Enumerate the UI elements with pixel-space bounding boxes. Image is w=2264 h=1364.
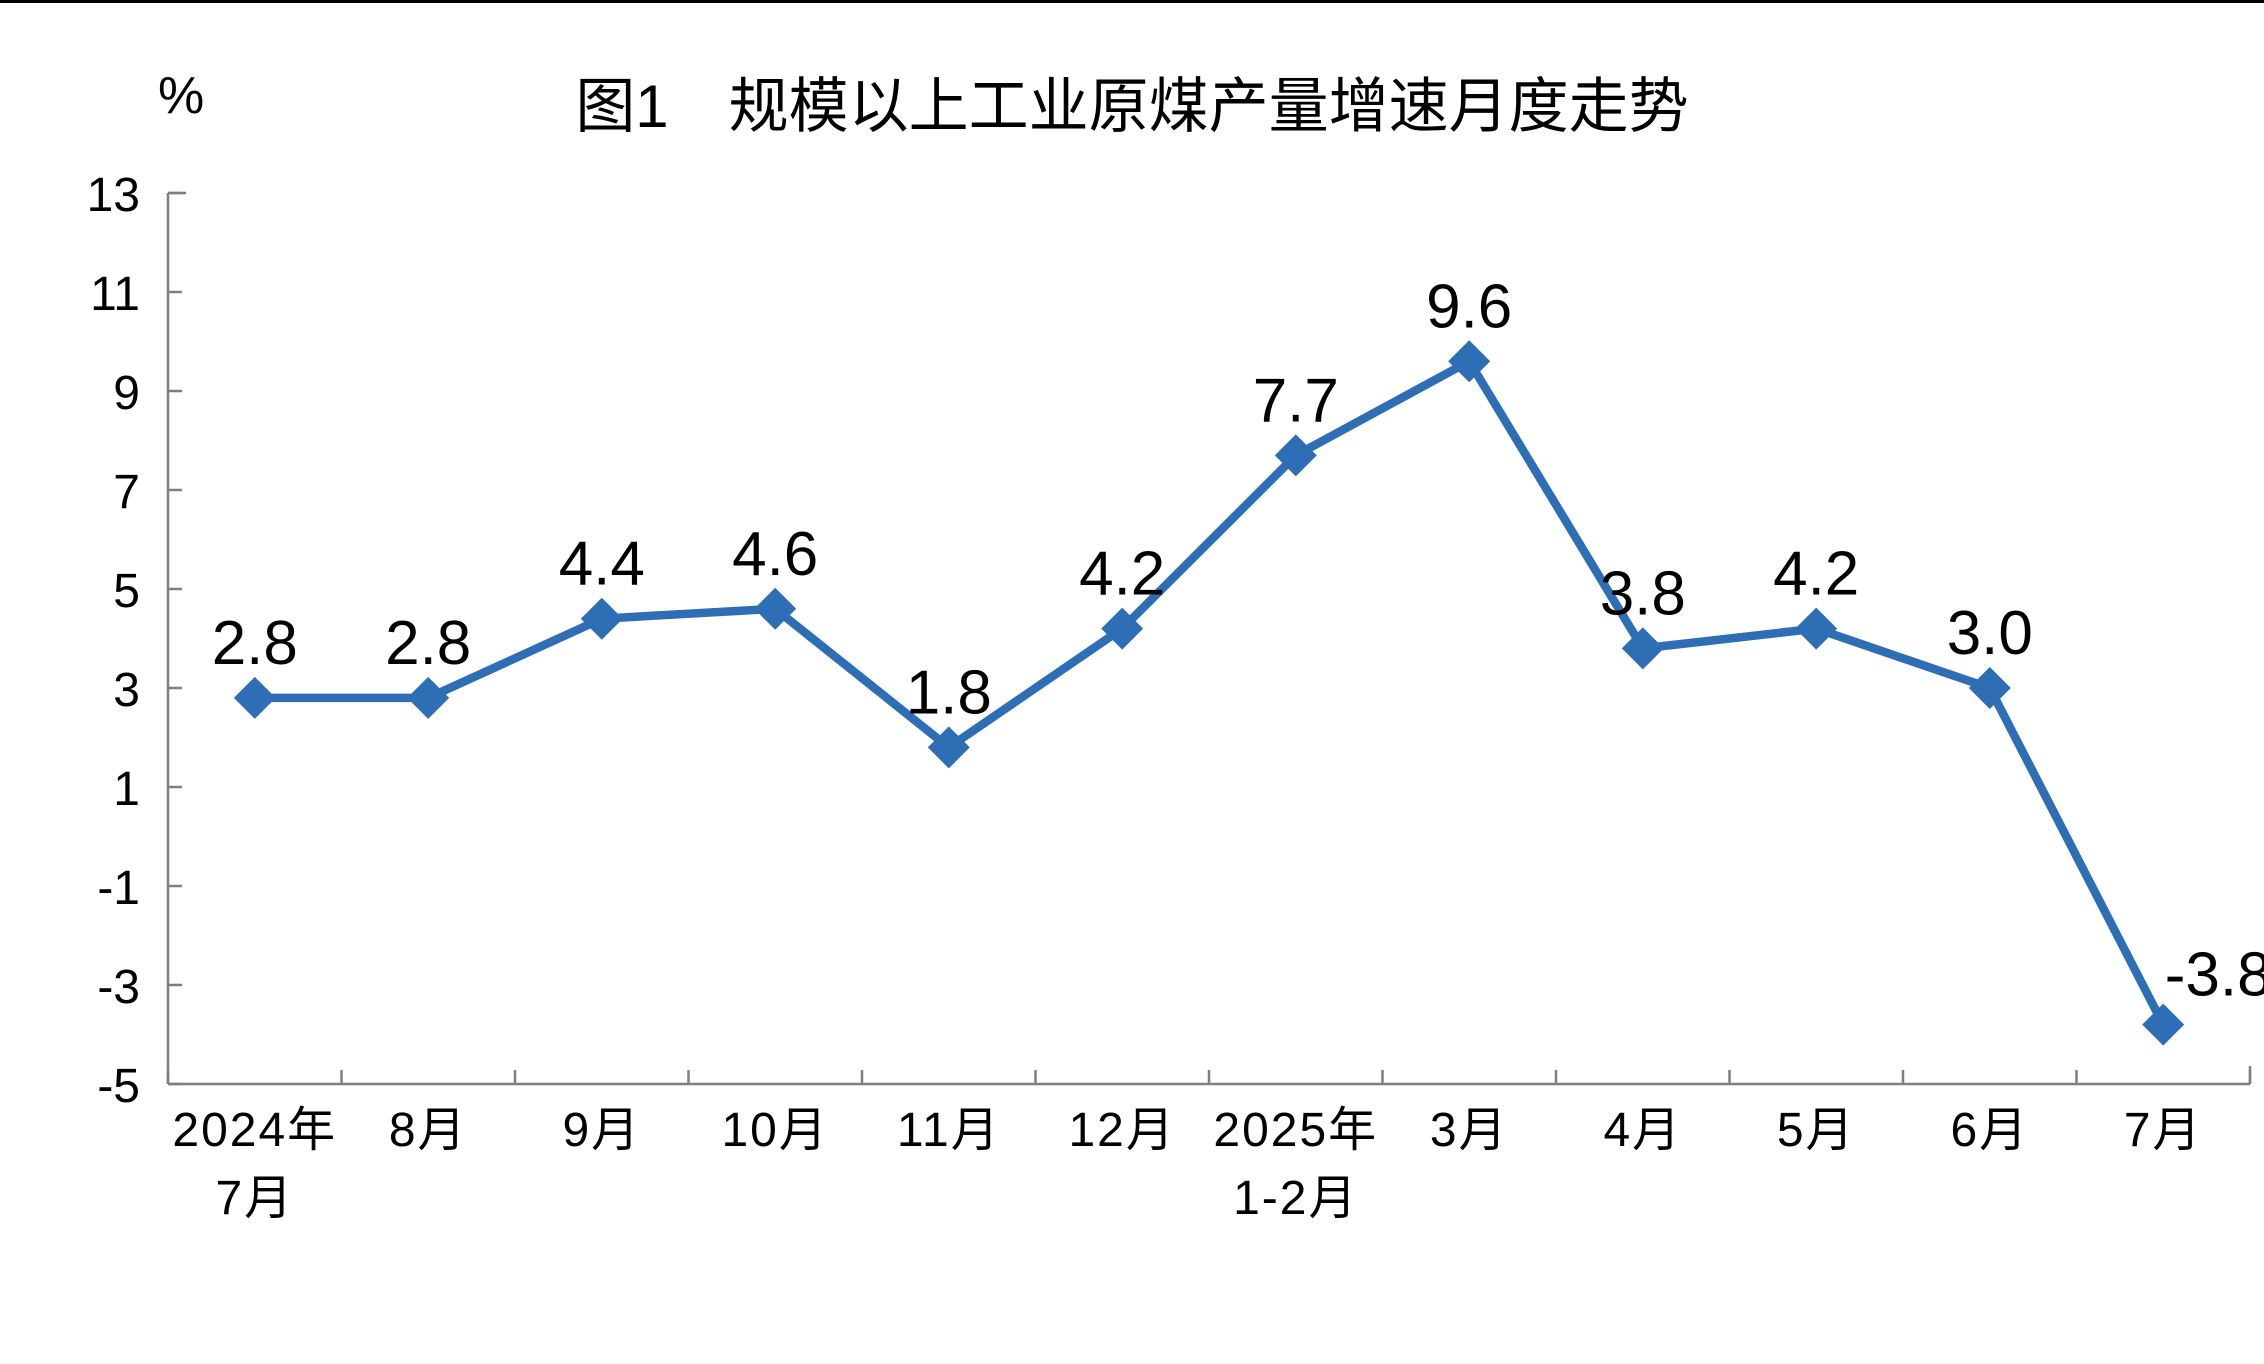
- svg-text:11: 11: [90, 268, 140, 321]
- svg-text:3月: 3月: [1430, 1104, 1509, 1157]
- svg-text:2024年: 2024年: [172, 1104, 337, 1157]
- svg-text:-1: -1: [97, 862, 140, 915]
- svg-text:8月: 8月: [389, 1104, 468, 1157]
- svg-text:1: 1: [113, 763, 140, 816]
- svg-text:9: 9: [113, 367, 140, 420]
- svg-text:4.4: 4.4: [559, 530, 645, 599]
- svg-text:-5: -5: [97, 1060, 140, 1113]
- svg-text:5月: 5月: [1777, 1104, 1856, 1157]
- svg-text:3.0: 3.0: [1947, 599, 2033, 668]
- svg-text:9月: 9月: [562, 1104, 641, 1157]
- svg-text:12月: 12月: [1068, 1104, 1175, 1157]
- svg-text:1-2月: 1-2月: [1233, 1172, 1358, 1225]
- svg-text:-3.8: -3.8: [2165, 941, 2264, 1010]
- svg-text:11月: 11月: [897, 1104, 1001, 1157]
- svg-text:5: 5: [113, 565, 140, 618]
- svg-text:1.8: 1.8: [906, 658, 992, 727]
- svg-text:3.8: 3.8: [1600, 559, 1686, 628]
- svg-text:2.8: 2.8: [212, 609, 298, 678]
- svg-text:4月: 4月: [1603, 1104, 1682, 1157]
- svg-text:4.6: 4.6: [732, 520, 818, 589]
- svg-text:6月: 6月: [1950, 1104, 2029, 1157]
- svg-text:4.2: 4.2: [1079, 540, 1165, 609]
- svg-text:7月: 7月: [215, 1172, 294, 1225]
- svg-text:2025年: 2025年: [1213, 1104, 1378, 1157]
- svg-text:7月: 7月: [2124, 1104, 2203, 1157]
- svg-text:3: 3: [113, 664, 140, 717]
- svg-text:7.7: 7.7: [1253, 366, 1339, 435]
- svg-text:-3: -3: [97, 961, 140, 1014]
- svg-text:2.8: 2.8: [385, 609, 471, 678]
- svg-text:7: 7: [113, 466, 140, 519]
- svg-text:10月: 10月: [721, 1104, 828, 1157]
- svg-text:13: 13: [87, 169, 140, 222]
- svg-text:4.2: 4.2: [1773, 540, 1859, 609]
- svg-text:9.6: 9.6: [1426, 272, 1512, 341]
